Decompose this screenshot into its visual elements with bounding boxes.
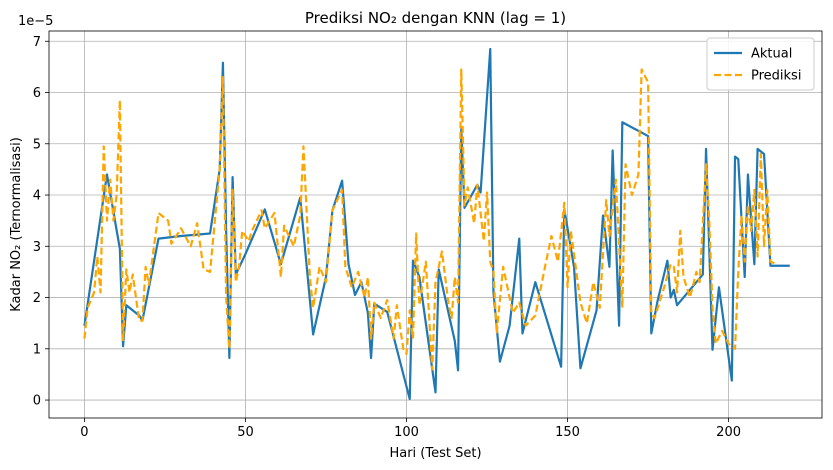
- x-tick-label: 100: [394, 425, 419, 440]
- y-tick-label: 1: [33, 342, 41, 357]
- ticks: 0 50 100 150 200 0 1 2 3 4 5 6 7: [33, 35, 741, 440]
- y-axis-offset-label: 1e−5: [18, 14, 53, 29]
- axes-frame: [48, 30, 823, 419]
- legend-label-aktual: Aktual: [751, 47, 792, 62]
- y-tick-label: 4: [33, 189, 41, 204]
- chart-title: Prediksi NO₂ dengan KNN (lag = 1): [305, 9, 566, 27]
- y-tick-label: 2: [33, 291, 41, 306]
- y-tick-label: 5: [33, 137, 41, 152]
- series-line-prediksi: [83, 68, 778, 371]
- y-tick-label: 0: [33, 394, 41, 409]
- grid: [49, 31, 822, 418]
- x-tick-label: 0: [80, 425, 88, 440]
- plot-series: [83, 47, 790, 401]
- legend-box: [706, 37, 815, 91]
- x-tick-label: 150: [555, 425, 580, 440]
- y-tick-label: 3: [33, 240, 41, 255]
- x-tick-label: 200: [716, 425, 741, 440]
- y-axis-title: Kadar NO₂ (Ternormalisasi): [9, 137, 24, 312]
- y-tick-label: 6: [33, 86, 41, 101]
- y-tick-label: 7: [33, 35, 41, 50]
- x-tick-label: 50: [237, 425, 254, 440]
- legend-label-prediksi: Prediksi: [751, 69, 801, 84]
- x-axis-title: Hari (Test Set): [389, 446, 481, 461]
- legend: Aktual Prediksi: [706, 37, 815, 91]
